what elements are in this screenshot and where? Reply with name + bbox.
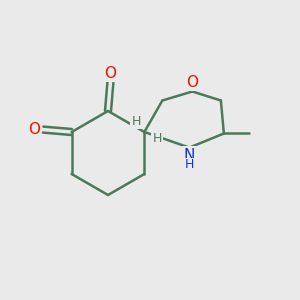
Text: O: O (186, 75, 198, 90)
Text: H: H (152, 132, 162, 145)
Text: H: H (131, 115, 141, 128)
Text: H: H (185, 158, 194, 172)
Text: O: O (28, 122, 40, 137)
Text: O: O (104, 66, 116, 81)
Text: N: N (184, 148, 195, 163)
